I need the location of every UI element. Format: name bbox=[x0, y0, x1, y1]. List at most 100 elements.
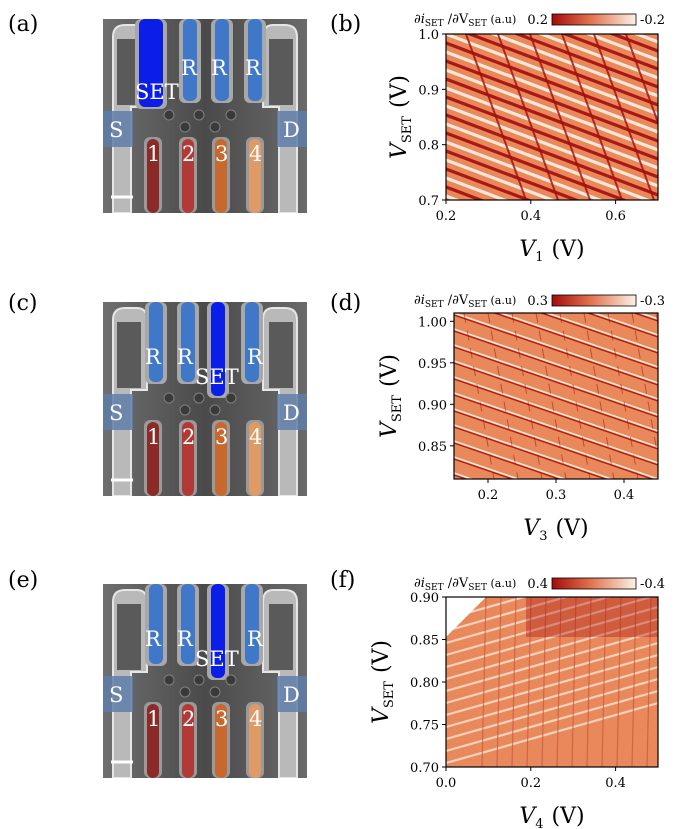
plunger-gate-2 bbox=[182, 704, 194, 778]
transition-line bbox=[655, 313, 658, 327]
heatmap-stripe bbox=[591, 313, 658, 336]
plunger-label-2: 2 bbox=[182, 142, 195, 166]
plunger-label-4: 4 bbox=[249, 142, 262, 166]
colorbar-max-label: -0.2 bbox=[640, 13, 665, 28]
dot-feature bbox=[163, 674, 175, 686]
transition-line bbox=[529, 34, 591, 200]
heatmap-stripe bbox=[585, 313, 658, 338]
plunger-label-1: 1 bbox=[147, 142, 160, 166]
heatmap-stripe bbox=[536, 34, 658, 80]
plunger-label-4: 4 bbox=[249, 707, 262, 731]
heatmap-stripe bbox=[492, 313, 658, 370]
panel-label-a: (a) bbox=[8, 12, 39, 37]
reservoir-gate bbox=[215, 19, 229, 101]
heatmap-stripe bbox=[446, 95, 658, 179]
dot-feature bbox=[193, 392, 205, 404]
plunger-label-3: 3 bbox=[215, 425, 228, 449]
colorbar-min-label: 0.2 bbox=[527, 13, 548, 28]
heatmap-stripe bbox=[454, 394, 658, 466]
reservoir-gate bbox=[248, 19, 262, 101]
heatmap-stripe bbox=[446, 176, 509, 200]
x-axis-label: V4 (V) bbox=[519, 804, 584, 829]
drain-label: D bbox=[283, 118, 300, 142]
reservoir-gate bbox=[181, 584, 195, 664]
heatmap-stripe bbox=[446, 68, 658, 152]
transition-line bbox=[571, 597, 577, 767]
plunger-gate-1 bbox=[147, 139, 159, 213]
right-rail-inner bbox=[269, 39, 293, 105]
plunger-label-2: 2 bbox=[182, 707, 195, 731]
reservoir-label: R bbox=[247, 627, 264, 651]
colorbar-title: ∂iSET /∂VSET (a.u) bbox=[414, 12, 516, 29]
drain-label: D bbox=[283, 401, 300, 425]
heatmap-stripe bbox=[446, 167, 533, 200]
plunger-label-3: 3 bbox=[215, 707, 228, 731]
reservoir-gate bbox=[149, 302, 163, 382]
plunger-gate-3 bbox=[215, 422, 227, 496]
heatmap-stripe bbox=[454, 442, 562, 479]
plunger-label-3: 3 bbox=[215, 142, 228, 166]
transition-line bbox=[511, 597, 517, 767]
heatmap-stripe bbox=[446, 617, 658, 681]
source-label: S bbox=[109, 683, 123, 707]
plot-frame bbox=[445, 33, 659, 201]
x-axis-label: V3 (V) bbox=[523, 516, 588, 544]
set-gate bbox=[139, 19, 163, 107]
y-axis-label: VSET(V) bbox=[369, 640, 397, 724]
heatmap-stripe bbox=[446, 597, 613, 645]
reservoir-label: R bbox=[145, 345, 162, 369]
x-tick-label: 0.2 bbox=[478, 488, 499, 503]
colorbar-min-label: 0.3 bbox=[527, 294, 548, 309]
heatmap-stripe bbox=[446, 701, 658, 765]
heatmap-stripe bbox=[446, 223, 658, 303]
set-gate bbox=[211, 302, 225, 396]
dot-feature bbox=[163, 109, 175, 121]
right-rail-inner bbox=[269, 604, 293, 670]
dot-feature bbox=[209, 404, 221, 416]
y-tick-label: 0.75 bbox=[410, 719, 439, 734]
source-label: S bbox=[109, 401, 123, 425]
y-tick-label: 0.9 bbox=[418, 83, 439, 98]
set-label: SET bbox=[135, 80, 179, 104]
heatmap-stripe bbox=[446, 194, 462, 200]
heatmap-stripe bbox=[446, 158, 557, 200]
colorbar-title: ∂iSET /∂VSET (a.u) bbox=[414, 576, 516, 593]
panel-label-d: (d) bbox=[330, 291, 362, 316]
y-tick-label: 0.95 bbox=[418, 357, 447, 372]
heatmap-stripe bbox=[454, 314, 658, 386]
transition-line bbox=[541, 597, 547, 767]
left-rail-inner bbox=[117, 322, 141, 388]
plunger-gate-3 bbox=[215, 139, 227, 213]
source-region bbox=[103, 111, 133, 147]
reservoir-label: R bbox=[245, 56, 262, 80]
heatmap-stripe bbox=[454, 426, 608, 479]
source-region bbox=[103, 394, 133, 430]
heatmap-stripe bbox=[446, 629, 658, 693]
y-tick-label: 1.0 bbox=[418, 28, 439, 43]
panel-label-c: (c) bbox=[8, 291, 38, 316]
transition-line bbox=[497, 34, 559, 200]
drain-region bbox=[277, 676, 307, 712]
dot-feature bbox=[225, 109, 237, 121]
y-tick-label: 0.90 bbox=[418, 398, 447, 413]
plunger-gate-4 bbox=[249, 422, 261, 496]
y-tick-label: 0.80 bbox=[410, 676, 439, 691]
heatmap-stripe bbox=[454, 458, 515, 479]
heatmap-stripe bbox=[498, 313, 658, 368]
dot-feature bbox=[193, 674, 205, 686]
reservoir-gate bbox=[245, 302, 259, 382]
source-region bbox=[103, 676, 133, 712]
dark-band bbox=[526, 597, 658, 637]
set-gate bbox=[211, 584, 225, 678]
x-tick-label: 0.4 bbox=[520, 209, 541, 224]
reservoir-label: R bbox=[177, 627, 194, 651]
reservoir-label: R bbox=[145, 627, 162, 651]
transition-line bbox=[526, 597, 532, 767]
heatmap-stripe bbox=[446, 653, 658, 717]
heatmap-stripe bbox=[454, 362, 658, 434]
plunger-label-4: 4 bbox=[249, 425, 262, 449]
heatmap-stripe bbox=[446, 597, 528, 621]
heatmap-stripe bbox=[446, 0, 658, 6]
y-tick-label: 0.8 bbox=[418, 139, 439, 154]
